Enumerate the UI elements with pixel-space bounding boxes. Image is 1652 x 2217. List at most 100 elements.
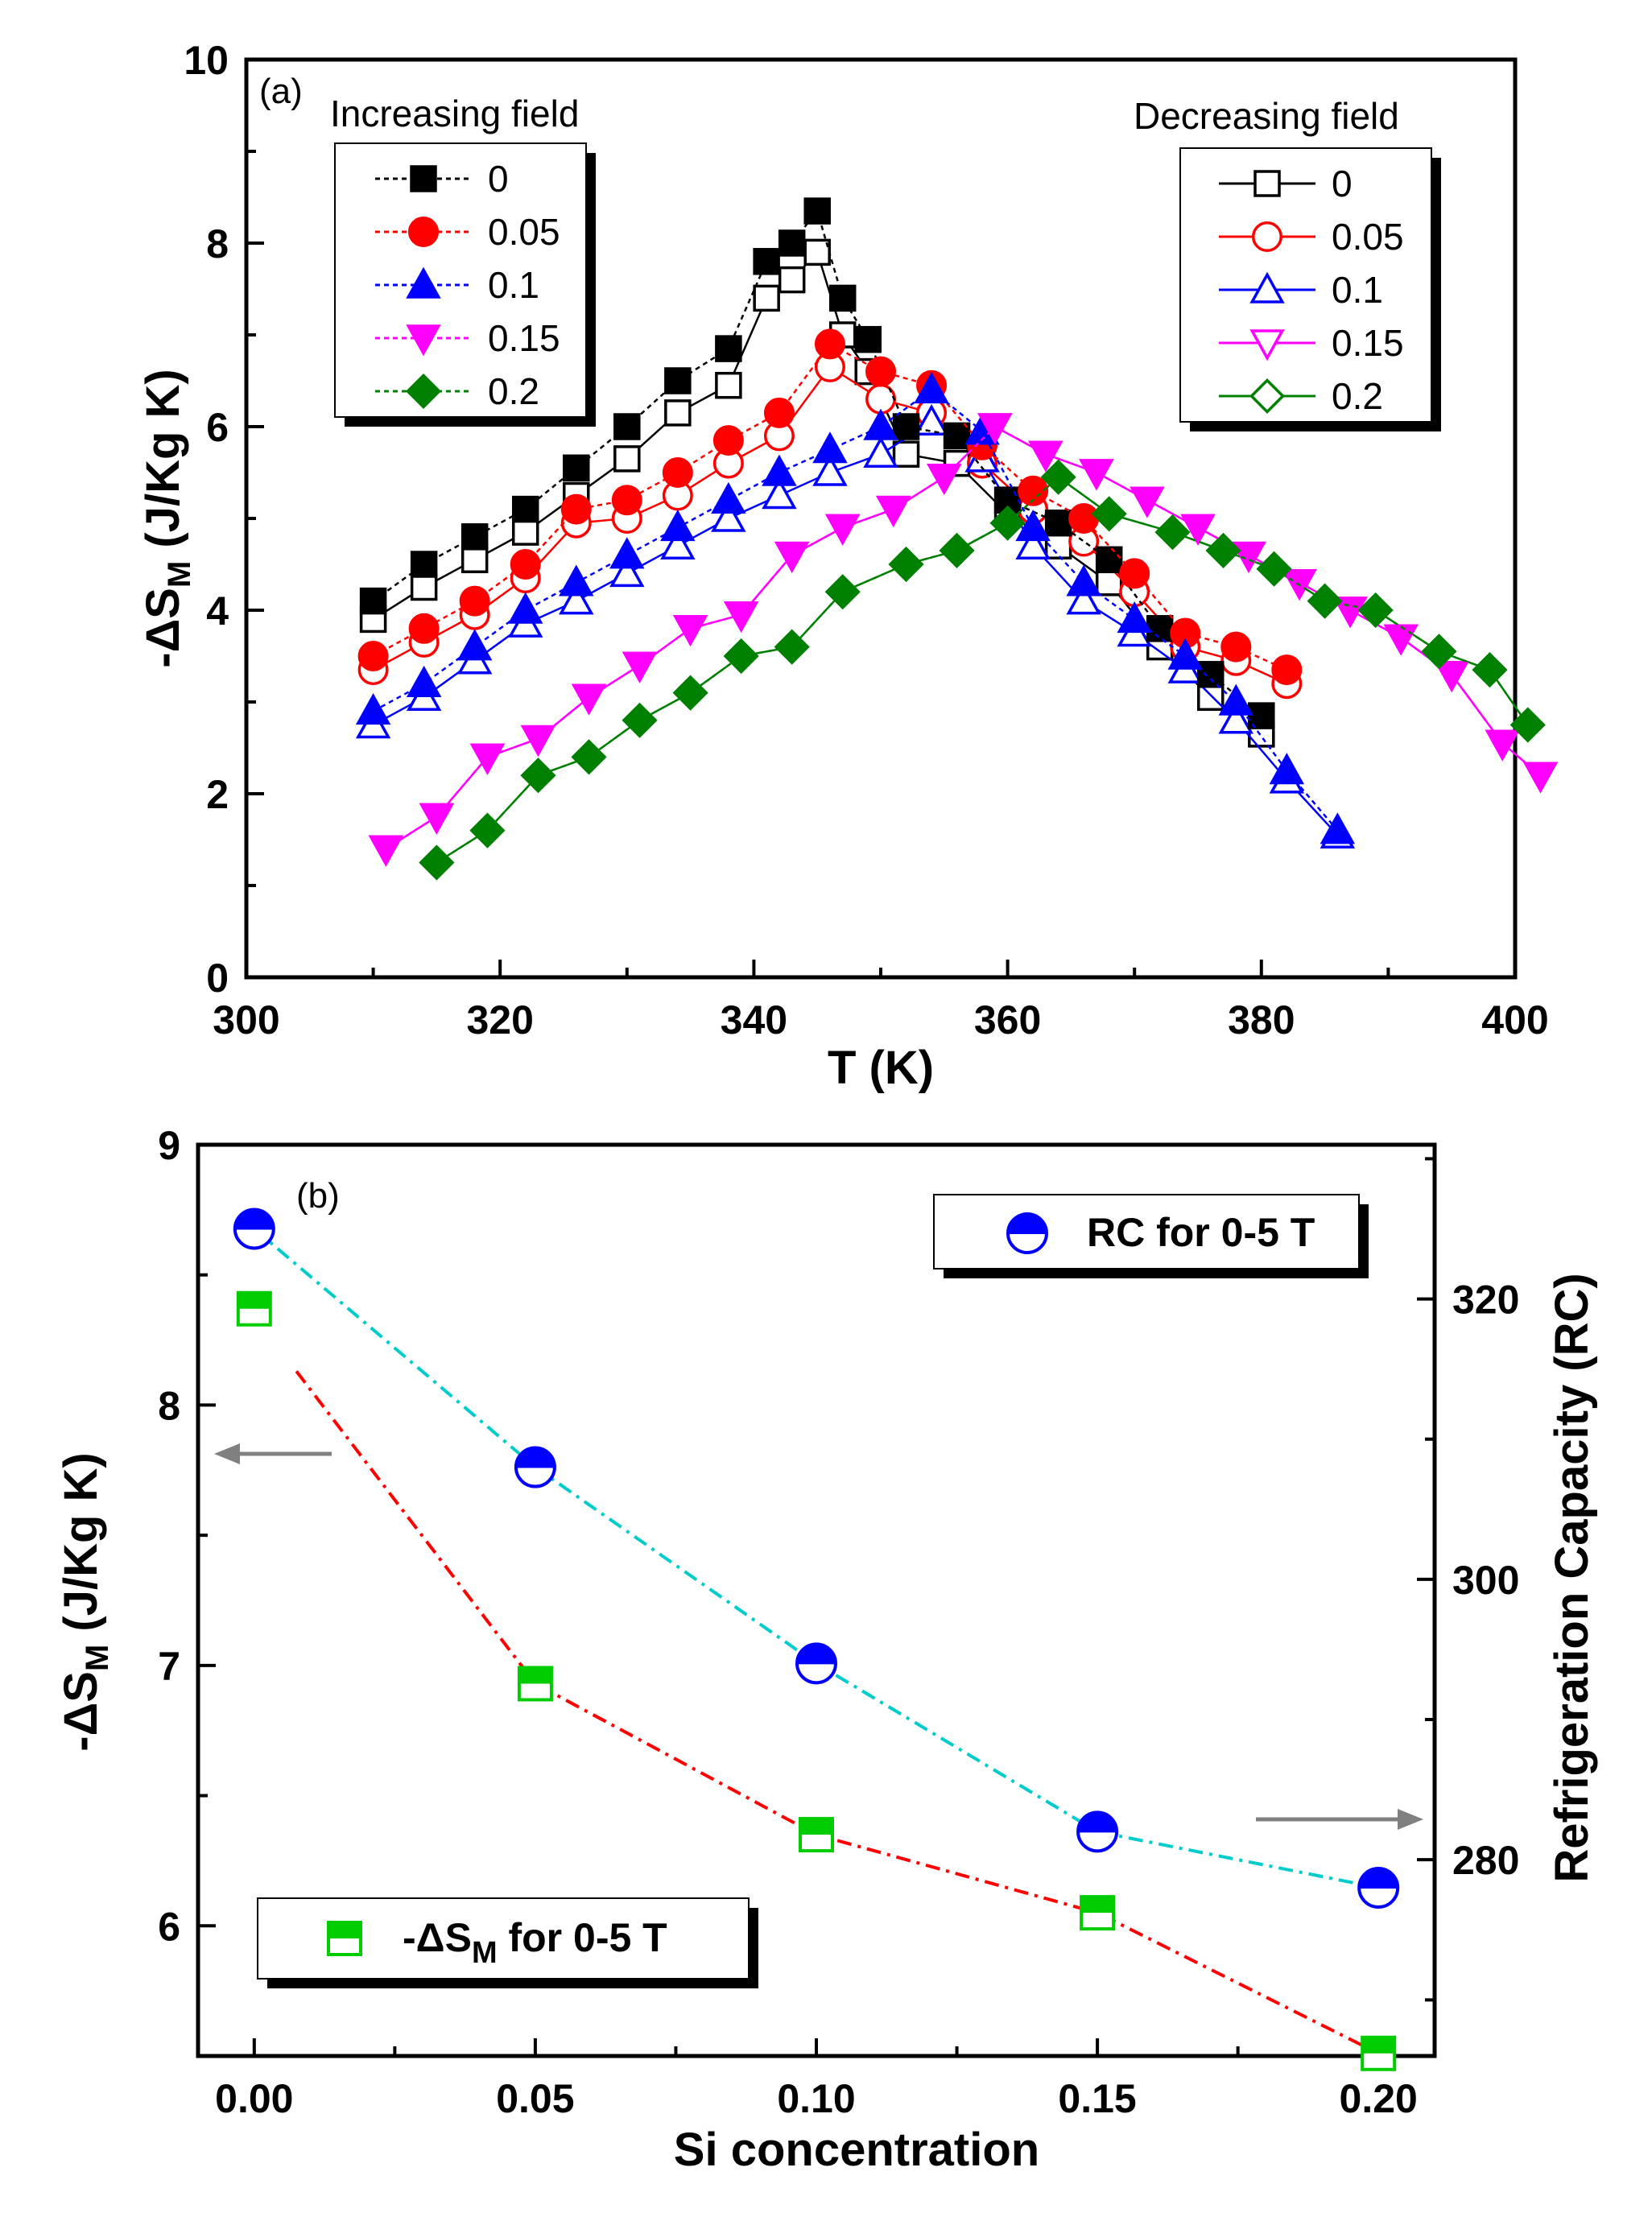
data-point [559, 564, 594, 597]
series-increasing-0_1 [355, 372, 1356, 844]
data-point [355, 693, 391, 725]
data-point [664, 399, 692, 427]
legend-ds-label-post: for 0-5 T [498, 1915, 667, 1960]
data-point [1154, 514, 1191, 551]
panel-b-y-right-axis-label: Refrigeration Capacity (RC) [1546, 1273, 1598, 1882]
data-point [939, 532, 975, 568]
legend-entry: 0 [1219, 163, 1353, 204]
legend-decreasing-box [1179, 147, 1432, 423]
data-point [778, 266, 806, 294]
x-tick-label: 0.20 [1340, 2076, 1418, 2121]
series-line [436, 476, 1529, 864]
y-tick-label: 10 [184, 38, 229, 83]
data-point [660, 510, 696, 542]
data-point [778, 229, 806, 257]
data-point [609, 537, 645, 569]
data-point [520, 758, 556, 794]
data-point [664, 367, 692, 394]
data-point [795, 1642, 837, 1685]
data-point [368, 835, 404, 867]
data-point [1130, 486, 1165, 518]
data-point [711, 481, 746, 514]
data-point [927, 463, 962, 496]
data-point [609, 555, 645, 588]
data-point [1119, 558, 1150, 589]
data-point [1167, 638, 1203, 670]
data-point [469, 812, 506, 848]
data-point [507, 592, 543, 624]
x-tick-label: 400 [1481, 997, 1548, 1042]
marker-fill [1362, 2037, 1395, 2054]
data-point [660, 527, 696, 559]
data-point [1383, 624, 1419, 656]
y-left-tick-label: 7 [158, 1644, 180, 1689]
legend-marker [1253, 170, 1281, 197]
marker-fill [237, 1292, 271, 1309]
data-point [408, 613, 440, 644]
data-point [914, 403, 949, 436]
series-increasing-0_15 [368, 413, 1559, 867]
data-point [753, 284, 780, 312]
data-point [613, 413, 641, 440]
data-point [1146, 615, 1174, 642]
series-line [385, 425, 1542, 850]
panel-a-x-axis-label: T (K) [828, 1042, 934, 1094]
legend-entry: 0.05 [1219, 216, 1404, 258]
data-point [1269, 753, 1305, 785]
data-point [1028, 440, 1063, 473]
data-point [711, 500, 746, 532]
data-point [460, 546, 489, 574]
data-point [1040, 459, 1076, 495]
data-point [1485, 729, 1520, 762]
data-point [1472, 652, 1508, 688]
legend-ds-label-main: -ΔS [403, 1915, 472, 1960]
data-point [1522, 762, 1559, 794]
data-point [1361, 2035, 1397, 2071]
series-increasing-0_2 [419, 459, 1546, 881]
marker-fill [233, 1208, 275, 1230]
data-point [814, 328, 845, 360]
panel-b-ticks: 0.00 0.05 0.10 0.15 0.20 6 7 8 9 280 300 320 [158, 1123, 1519, 2121]
data-point [410, 573, 438, 601]
legend-entry: 0.1 [1219, 269, 1383, 311]
legend-label: 0.2 [1332, 375, 1383, 417]
legend-label: 0 [1332, 163, 1353, 204]
legend-label: 0.05 [1332, 216, 1404, 258]
series-decreasing-0_1 [355, 403, 1356, 849]
data-point [892, 440, 920, 468]
legend-label: 0 [488, 158, 509, 200]
x-tick-label: 380 [1228, 997, 1295, 1042]
data-point [712, 425, 744, 456]
data-point [1015, 527, 1051, 559]
legend-rc-label: RC for 0-5 T [1087, 1210, 1315, 1255]
panel-a-y-label-unit: (J/Kg K) [137, 369, 189, 560]
data-point [233, 1208, 275, 1250]
legend-entry: 0.2 [1219, 375, 1383, 417]
data-point [1421, 634, 1457, 670]
left-axis-arrow [214, 1443, 332, 1464]
data-point [560, 493, 592, 525]
data-point [1320, 812, 1356, 844]
data-point [622, 702, 658, 738]
panel-a-y-label-sub: M [162, 561, 197, 588]
data-point [828, 284, 857, 312]
data-point [914, 372, 949, 404]
marker-fill [1081, 1897, 1114, 1914]
x-tick-label: 0.10 [777, 2076, 855, 2121]
panel-b-series [233, 1208, 1400, 2071]
series-line [253, 1227, 1379, 1889]
data-point [456, 629, 493, 661]
legend-marker [1249, 329, 1285, 361]
series-rc [233, 1208, 1400, 1909]
data-point [1095, 546, 1123, 574]
data-point [571, 683, 607, 716]
series-line [373, 388, 1339, 832]
data-point [762, 477, 797, 510]
data-point [1510, 707, 1546, 743]
legend-marker [406, 374, 441, 409]
data-point [943, 422, 971, 450]
data-point [1015, 510, 1051, 542]
data-point [517, 1666, 553, 1702]
panel-a-y-label-main: -ΔS [137, 588, 189, 668]
